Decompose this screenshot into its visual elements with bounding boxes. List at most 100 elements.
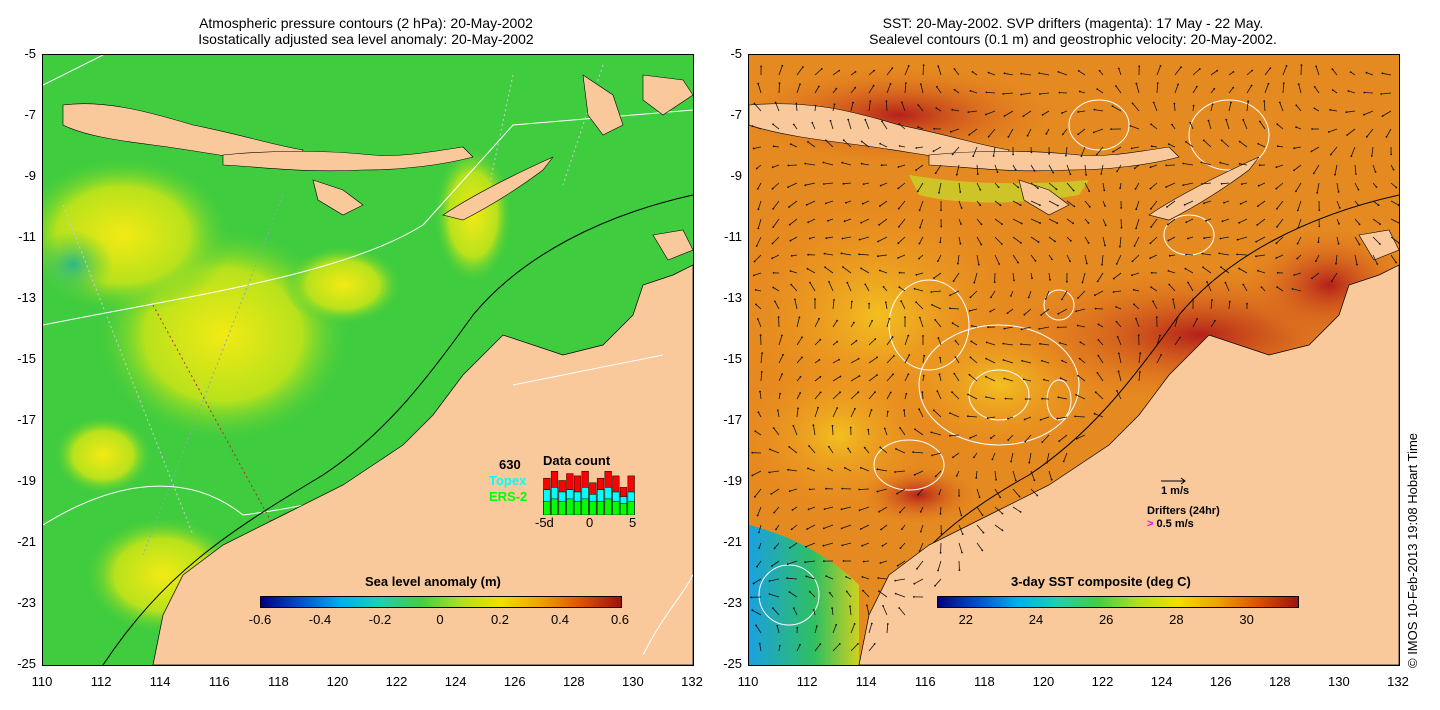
velocity-arrow-head (1167, 143, 1170, 145)
velocity-arrow (1030, 470, 1035, 481)
velocity-arrow-head (979, 204, 982, 207)
velocity-arrow (752, 470, 762, 476)
velocity-arrow (976, 254, 980, 265)
velocity-arrow (769, 578, 780, 582)
velocity-arrow-head (883, 427, 886, 430)
velocity-arrow (994, 524, 1003, 531)
velocity-arrow-head (881, 120, 883, 123)
velocity-arrow (1153, 102, 1158, 112)
velocity-arrow-head (1240, 183, 1243, 186)
velocity-arrow-head (770, 493, 773, 495)
velocity-arrow-head (775, 528, 777, 531)
velocity-arrow-head (863, 446, 866, 449)
velocity-arrow (1135, 182, 1140, 190)
sea-level-contour (888, 279, 970, 371)
sea-level-contour (1068, 99, 1130, 151)
velocity-arrow-head (873, 69, 875, 72)
velocity-arrow (772, 287, 780, 292)
velocity-arrow (1390, 236, 1399, 244)
velocity-arrow-head (864, 283, 867, 286)
left-latitude-tick: -15 (17, 351, 36, 366)
velocity-arrow-head (1238, 162, 1241, 165)
velocity-arrow-head (908, 354, 911, 356)
velocity-arrow (1012, 488, 1020, 497)
velocity-arrow (772, 254, 780, 259)
velocity-arrow-head (1038, 328, 1041, 330)
velocity-arrow (1386, 128, 1392, 138)
velocity-arrow-head (862, 183, 865, 186)
velocity-arrow (1256, 218, 1266, 226)
velocity-arrow-head (1166, 223, 1169, 226)
velocity-arrow (832, 624, 837, 634)
count-bar-ers2 (573, 500, 582, 515)
velocity-arrow-head (918, 316, 921, 319)
right-latitude-tick: -21 (723, 534, 742, 549)
velocity-arrow (937, 560, 942, 571)
velocity-arrow-head (915, 273, 918, 276)
velocity-arrow (1150, 218, 1158, 228)
anomaly-high-blob (53, 415, 153, 495)
velocity-arrow (1048, 182, 1057, 190)
velocity-arrow-head (1013, 279, 1015, 282)
velocity-arrow (1183, 163, 1194, 166)
velocity-arrow-head (869, 100, 872, 103)
velocity-arrow (794, 299, 798, 310)
velocity-arrow-head (939, 551, 942, 554)
velocity-arrow-head (852, 101, 854, 104)
sst-colorbar-tick: 30 (1239, 612, 1254, 627)
velocity-arrow-head (1007, 417, 1009, 420)
velocity-arrow-head (1030, 151, 1033, 154)
velocity-arrow-head (1007, 439, 1010, 441)
velocity-arrow-head (771, 565, 773, 567)
velocity-arrow-head (1213, 87, 1216, 90)
velocity-arrow (1058, 434, 1068, 442)
velocity-arrow-head (993, 281, 996, 283)
velocity-arrow (1366, 128, 1374, 138)
velocity-arrow-head (861, 544, 863, 547)
left-latitude-tick: -7 (24, 107, 36, 122)
velocity-arrow-head (879, 562, 882, 564)
right-longitude-tick: 120 (1032, 674, 1055, 689)
sea-level-anomaly-map[interactable]: 630 Topex ERS-2 Data count -5d 0 5 Sea l… (42, 54, 694, 666)
velocity-arrow (868, 70, 875, 76)
velocity-arrow-head (1133, 245, 1136, 247)
velocity-arrow-head (1097, 339, 1100, 341)
velocity-arrow-head (1201, 183, 1203, 185)
velocity-arrow (967, 394, 978, 400)
velocity-arrow-head (1069, 239, 1072, 242)
velocity-scale-arrowhead (1180, 477, 1186, 485)
velocity-arrow-head (1247, 100, 1250, 103)
velocity-arrow-head (1338, 207, 1341, 209)
velocity-arrow (772, 218, 780, 228)
velocity-arrow-head (804, 184, 807, 187)
velocity-arrow (868, 409, 872, 418)
velocity-arrow-head (1250, 84, 1253, 87)
left-longitude-tick: 130 (622, 674, 644, 689)
velocity-arrow (976, 218, 982, 225)
velocity-arrow (1113, 290, 1122, 293)
velocity-arrow (773, 427, 780, 436)
australia-landmass (858, 264, 1399, 665)
velocity-arrow-head (876, 374, 878, 376)
velocity-arrow (813, 425, 816, 436)
velocity-arrow-head (795, 102, 798, 105)
velocity-arrow (850, 623, 855, 634)
velocity-arrow (1168, 236, 1176, 241)
velocity-arrow (940, 506, 942, 514)
velocity-arrow-head (952, 280, 955, 282)
velocity-arrow (1246, 70, 1253, 76)
sst-map[interactable]: 1 m/s Drifters (24hr) > 0.5 m/s 3-day SS… (748, 54, 1400, 666)
velocity-arrow (1346, 110, 1356, 113)
velocity-arrow (862, 590, 870, 598)
velocity-arrow (1276, 200, 1284, 209)
velocity-arrow-head (1034, 260, 1037, 262)
velocity-arrow-head (899, 547, 902, 549)
right-longitude-tick: 132 (1387, 674, 1409, 689)
velocity-arrow-head (971, 71, 974, 73)
velocity-arrow-head (838, 69, 841, 72)
velocity-arrow-head (772, 226, 775, 229)
velocity-arrow (1210, 320, 1216, 328)
velocity-arrow (844, 218, 852, 222)
velocity-arrow (1228, 87, 1234, 94)
velocity-arrow (1238, 268, 1248, 274)
